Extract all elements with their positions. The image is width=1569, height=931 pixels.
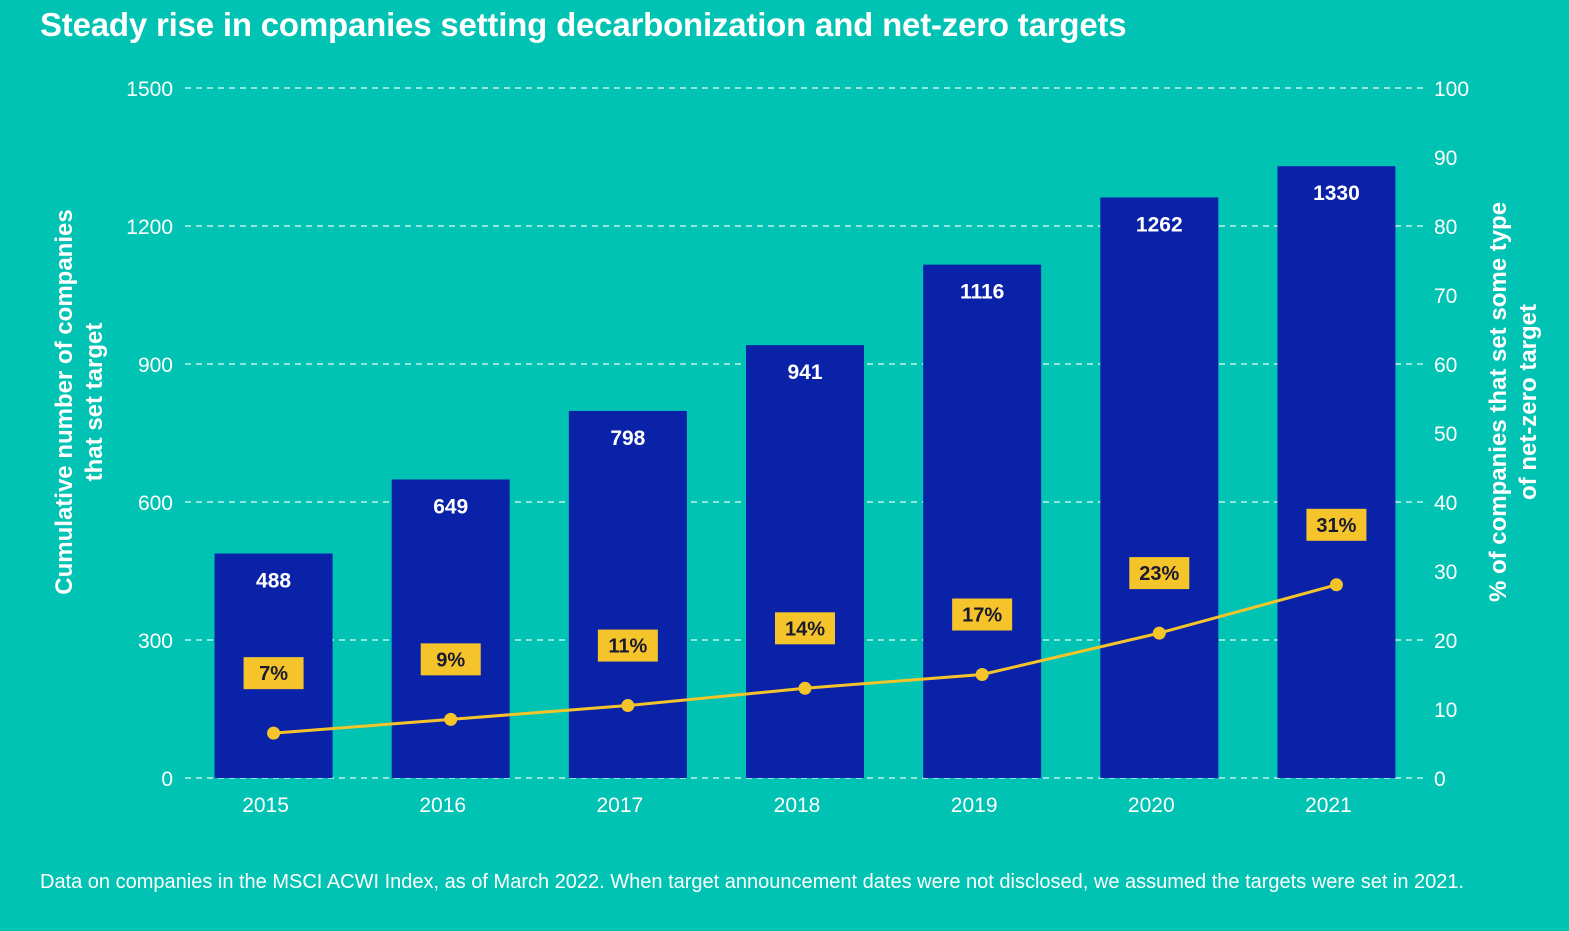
bar <box>1277 166 1396 778</box>
y2-tick-label: 20 <box>1434 630 1457 653</box>
combo-chart: 488 649 798 941 1116 1262 1330 7% 9% 11% 14% 17% 23%… <box>51 78 1542 817</box>
bar <box>391 479 510 778</box>
axes: 0 300 600 900 1200 1500 0 10 20 30 40 50 60 70 80 90 100… <box>51 78 1542 817</box>
y2-tick-label: 10 <box>1434 699 1457 722</box>
pct-label-box <box>243 657 304 690</box>
pct-value-label: 11% <box>608 636 647 658</box>
line-point <box>267 726 281 740</box>
pct-value-label: 23% <box>1139 563 1179 585</box>
y2-tick-label: 100 <box>1434 78 1469 101</box>
pct-label-box <box>420 643 481 676</box>
y2-tick-label: 50 <box>1434 423 1457 446</box>
y-tick-label: 1200 <box>126 216 173 239</box>
pct-value-label: 9% <box>436 649 465 671</box>
line-series <box>267 578 1343 740</box>
bar-value-label: 941 <box>787 361 822 384</box>
bar-value-label: 1262 <box>1136 213 1183 236</box>
y2-tick-label: 40 <box>1434 492 1457 515</box>
pct-value-label: 17% <box>962 605 1002 627</box>
pct-label-box <box>1306 508 1367 541</box>
bar <box>568 410 687 778</box>
bar-value-label: 1330 <box>1313 182 1360 205</box>
y-tick-label: 600 <box>138 492 173 515</box>
y2-tick-label: 90 <box>1434 147 1457 170</box>
bar-value-label: 488 <box>256 570 291 593</box>
bar-value-label: 649 <box>433 495 468 518</box>
y-tick-label: 0 <box>161 768 173 791</box>
y2-tick-label: 70 <box>1434 285 1457 308</box>
footnote: Data on companies in the MSCI ACWI Index… <box>40 871 1465 893</box>
pct-label-box <box>597 629 658 662</box>
bar-value-label: 798 <box>610 427 645 450</box>
x-tick-label: 2018 <box>774 794 821 817</box>
y-tick-label: 300 <box>138 630 173 653</box>
line-point <box>975 668 989 681</box>
y2-axis-title: % of companies that set some type of net-… <box>1485 202 1542 602</box>
bar-series <box>214 166 1396 779</box>
bar <box>746 345 864 778</box>
line-point <box>1152 626 1166 640</box>
pct-label-box <box>952 598 1013 631</box>
pct-value-label: 7% <box>259 663 288 685</box>
line-point <box>444 712 458 726</box>
x-tick-label: 2020 <box>1128 794 1175 817</box>
bar <box>923 264 1042 778</box>
y2-axis-title-line: % of companies that set some type <box>1485 202 1512 602</box>
x-tick-label: 2016 <box>419 794 466 817</box>
line-point <box>798 681 812 695</box>
x-tick-label: 2015 <box>242 794 289 817</box>
line-point <box>621 699 635 713</box>
x-tick-label: 2019 <box>951 794 998 817</box>
bar <box>1100 197 1219 779</box>
x-tick-label: 2017 <box>596 794 643 817</box>
y-axis-title: Cumulative number of companies that set t… <box>51 209 108 594</box>
pct-value-label: 14% <box>785 618 825 640</box>
pct-value-label: 31% <box>1316 515 1356 537</box>
y-tick-label: 900 <box>138 354 173 377</box>
y2-axis-title-line: of net-zero target <box>1515 304 1542 500</box>
y2-tick-label: 80 <box>1434 216 1457 239</box>
y2-tick-label: 30 <box>1434 561 1457 584</box>
y2-tick-label: 60 <box>1434 354 1457 377</box>
bar-value-label: 1116 <box>960 281 1004 304</box>
data-labels: 488 649 798 941 1116 1262 1330 7% 9% 11% 14% 17% 23%… <box>243 182 1367 690</box>
pct-label-box <box>775 612 835 645</box>
y-tick-label: 1500 <box>126 78 173 101</box>
y2-tick-label: 0 <box>1434 768 1446 791</box>
line-point <box>1329 578 1343 592</box>
pct-label-box <box>1129 557 1190 590</box>
y-axis-title-line: Cumulative number of companies <box>51 209 78 594</box>
chart-title: Steady rise in companies setting decarbo… <box>40 6 1127 43</box>
y-axis-title-line: that set target <box>81 323 108 482</box>
x-tick-label: 2021 <box>1305 794 1352 817</box>
